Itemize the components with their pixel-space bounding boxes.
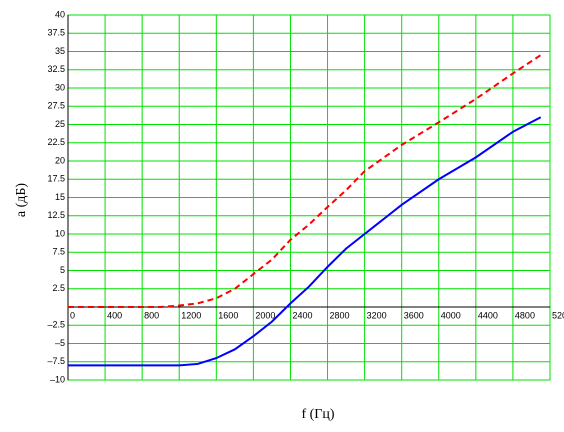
y-tick-label: –2.5 xyxy=(47,320,65,330)
x-tick-label: 1600 xyxy=(218,310,238,320)
x-tick-label: 4000 xyxy=(441,310,461,320)
x-tick-label: 4800 xyxy=(515,310,535,320)
x-tick-label: 3200 xyxy=(367,310,387,320)
x-tick-label: 2000 xyxy=(255,310,275,320)
series-line xyxy=(68,54,542,308)
x-tick-label: 2400 xyxy=(292,310,312,320)
y-tick-label: 15 xyxy=(55,192,65,202)
x-tick-label: 1200 xyxy=(181,310,201,320)
y-tick-label: 22.5 xyxy=(47,137,65,147)
x-tick-label: 400 xyxy=(107,310,122,320)
y-tick-label: 20 xyxy=(55,155,65,165)
y-tick-label: 37.5 xyxy=(47,28,65,38)
y-tick-label: 32.5 xyxy=(47,64,65,74)
y-tick-label: 2.5 xyxy=(52,283,65,293)
x-axis-title: f (Гц) xyxy=(301,407,334,422)
series-line xyxy=(68,116,542,367)
x-tick-label: 800 xyxy=(144,310,159,320)
y-tick-label: –10 xyxy=(50,374,65,384)
y-tick-label: 12.5 xyxy=(47,210,65,220)
y-tick-label: 7.5 xyxy=(52,247,65,257)
y-tick-label: 10 xyxy=(55,228,65,238)
y-tick-label: 27.5 xyxy=(47,101,65,111)
y-tick-label: 40 xyxy=(55,9,65,19)
y-tick-label: 30 xyxy=(55,82,65,92)
x-tick-label: 2800 xyxy=(330,310,350,320)
y-axis-title: a (дБ) xyxy=(14,183,29,218)
x-tick-label: 5200 xyxy=(552,310,564,320)
y-tick-label: 25 xyxy=(55,119,65,129)
x-tick-label: 3600 xyxy=(404,310,424,320)
y-tick-label: 35 xyxy=(55,46,65,56)
y-tick-label: 17.5 xyxy=(47,174,65,184)
y-tick-label: –7.5 xyxy=(47,356,65,366)
x-tick-label: 4400 xyxy=(478,310,498,320)
x-tick-label: 0 xyxy=(70,310,75,320)
y-tick-label: –5 xyxy=(55,338,65,348)
y-tick-label: 5 xyxy=(60,265,65,275)
